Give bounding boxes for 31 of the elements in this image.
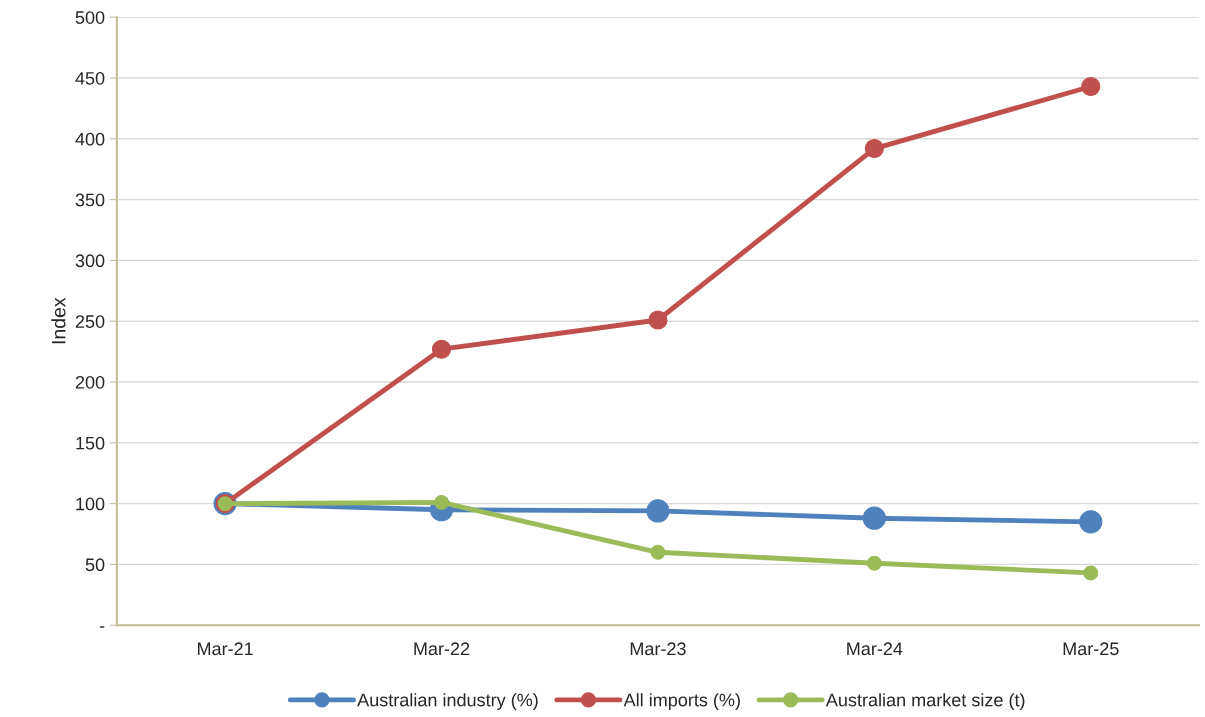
point xyxy=(866,555,882,571)
point xyxy=(1083,565,1099,581)
point xyxy=(864,138,884,159)
y-tick-label: 450 xyxy=(75,71,105,85)
x-tick-label: Mar-21 xyxy=(197,642,253,656)
y-tick-label: - xyxy=(99,626,105,628)
legend-label: All imports (%) xyxy=(623,693,740,710)
y-tick-label: 250 xyxy=(75,315,105,328)
legend-label: Australian market size (t) xyxy=(825,693,1025,710)
y-axis-title: Index xyxy=(51,297,66,344)
point xyxy=(650,544,666,560)
legend-label: Australian industry (%) xyxy=(357,693,538,710)
y-tick-label: 100 xyxy=(76,497,105,511)
x-tick-label: Mar-25 xyxy=(1063,642,1119,656)
y-tick-label: 400 xyxy=(75,132,105,146)
y-tick-label: 150 xyxy=(76,436,105,450)
point xyxy=(431,339,452,359)
point xyxy=(648,310,668,330)
point xyxy=(434,494,449,510)
point xyxy=(862,506,886,530)
point xyxy=(646,499,670,523)
x-tick-label: Mar-22 xyxy=(414,642,470,656)
point xyxy=(1081,76,1101,97)
point xyxy=(1079,510,1103,534)
y-tick-label: 300 xyxy=(75,254,105,268)
y-tick-label: 200 xyxy=(75,375,105,389)
y-tick-label: 350 xyxy=(75,193,105,207)
x-tick-label: Mar-24 xyxy=(847,642,903,656)
x-tick-label: Mar-23 xyxy=(630,642,686,656)
y-tick-label: 50 xyxy=(85,558,105,572)
y-tick-label: 500 xyxy=(75,11,105,24)
